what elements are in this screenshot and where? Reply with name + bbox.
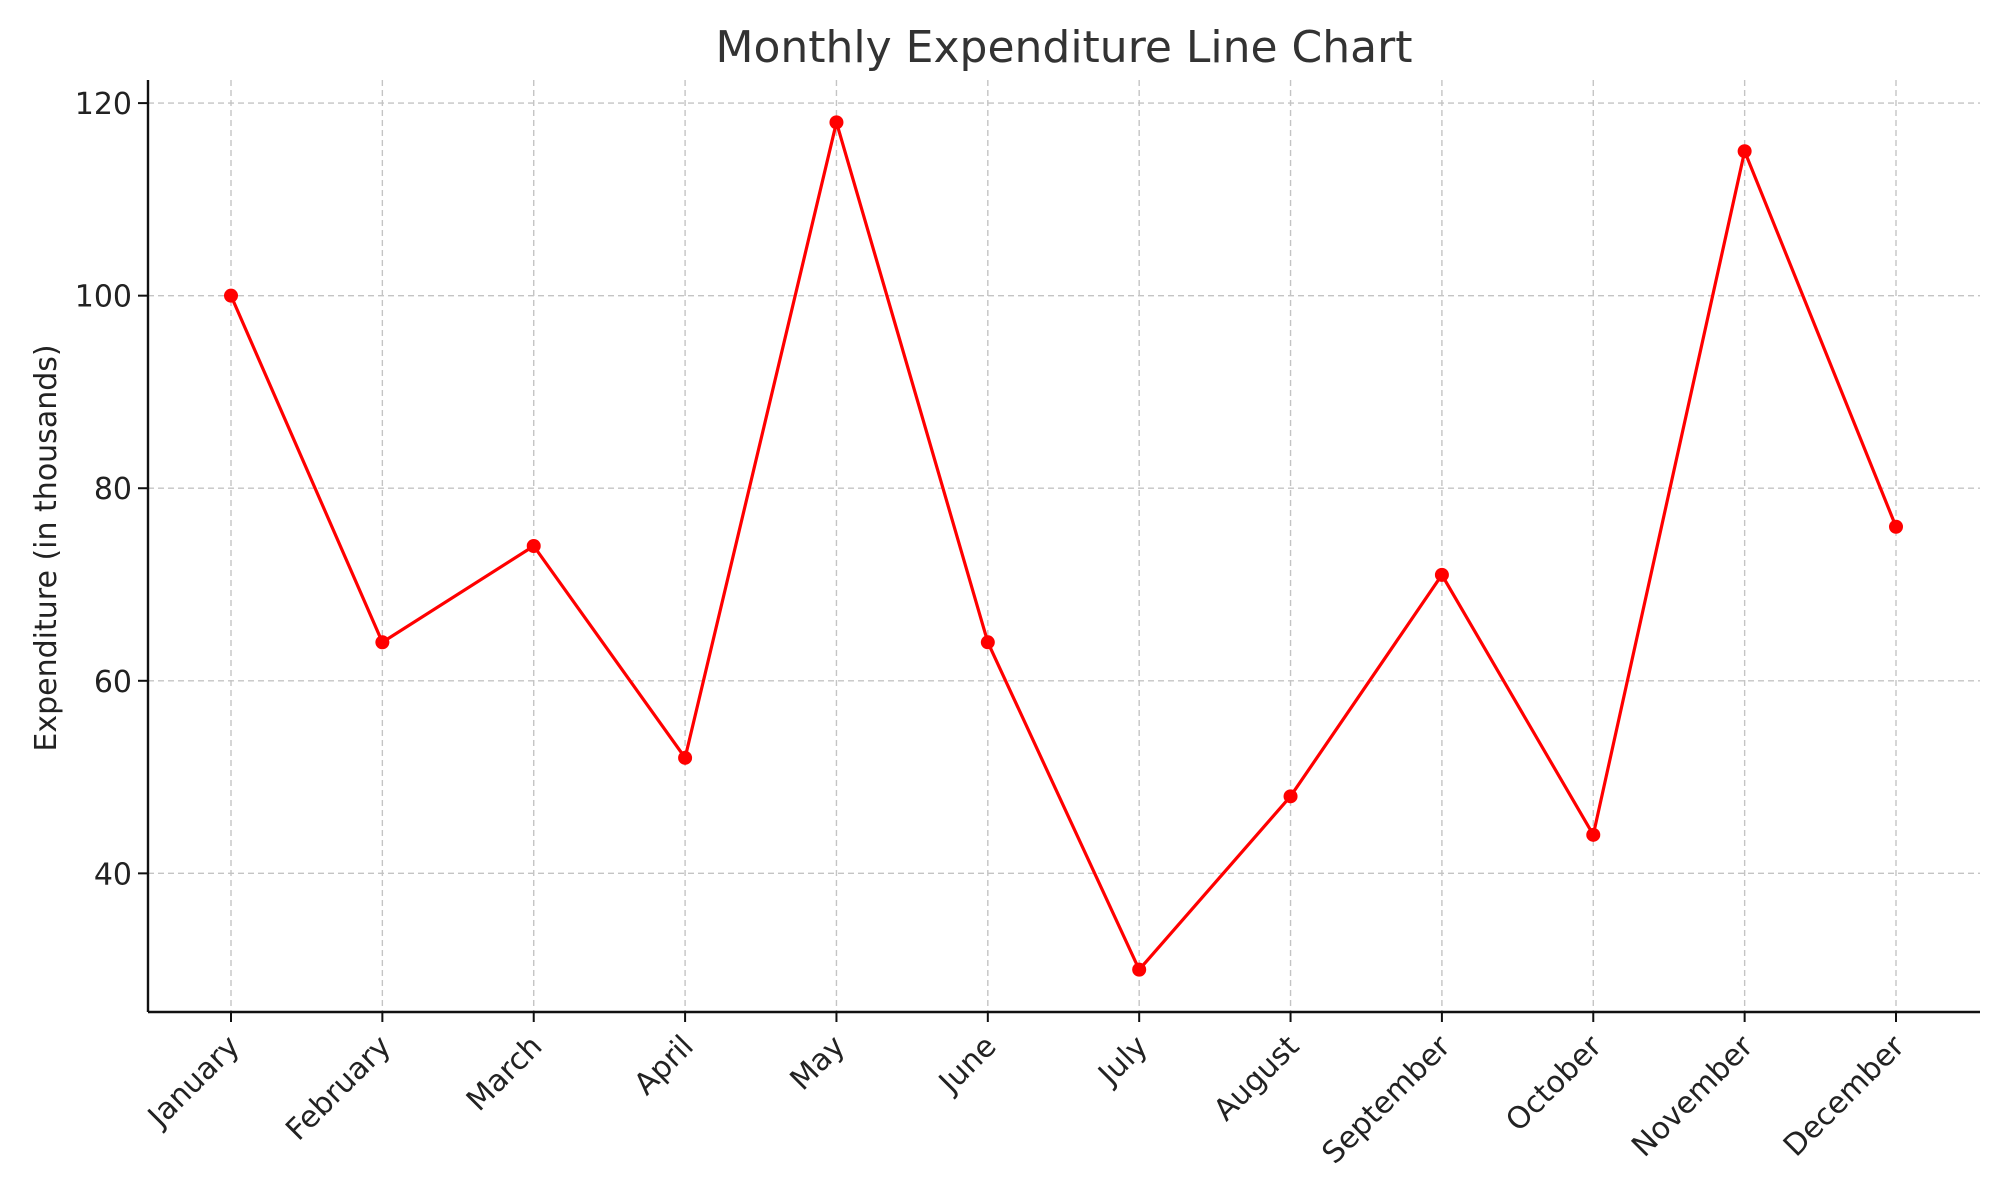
x-tick-label: March — [460, 1029, 549, 1118]
series-line — [229, 116, 1898, 973]
data-point — [1132, 962, 1147, 977]
data-point — [1737, 144, 1752, 159]
x-tick-label: January — [140, 1029, 247, 1136]
chart-title: Monthly Expenditure Line Chart — [716, 22, 1413, 73]
x-tick-label: September — [1316, 1028, 1458, 1170]
y-tick-label: 80 — [94, 472, 132, 507]
data-point — [375, 635, 390, 650]
axes-layer — [146, 80, 1980, 1014]
data-point — [224, 288, 238, 303]
series-layer — [224, 115, 1903, 977]
x-tick-label: August — [1207, 1029, 1306, 1128]
y-tick-labels: 40 60 80 100 120 — [75, 87, 148, 892]
y-axis-label: Expenditure (in thousands) — [29, 344, 64, 751]
x-tick-label: February — [279, 1029, 398, 1148]
data-point — [829, 115, 844, 130]
x-tick-label: June — [931, 1029, 1003, 1101]
y-tick-label: 60 — [94, 665, 132, 700]
data-point — [678, 750, 693, 765]
data-point — [1283, 789, 1298, 804]
data-point — [1889, 519, 1903, 534]
y-tick-label: 120 — [75, 87, 132, 122]
x-tick-label: May — [783, 1029, 852, 1098]
data-point — [980, 635, 995, 650]
data-point — [1434, 567, 1449, 582]
x-tick-label: July — [1091, 1029, 1155, 1093]
x-tick-labels: January February March April May June July Augu… — [140, 1012, 1912, 1171]
x-tick-label: October — [1499, 1028, 1609, 1138]
data-point — [526, 539, 541, 553]
x-tick-label: April — [628, 1029, 701, 1102]
grid-layer — [148, 80, 1980, 1012]
x-tick-label: December — [1777, 1028, 1912, 1163]
y-tick-label: 100 — [75, 280, 132, 315]
x-tick-label: November — [1625, 1028, 1761, 1164]
data-point — [1586, 827, 1601, 842]
y-tick-label: 40 — [94, 857, 132, 892]
